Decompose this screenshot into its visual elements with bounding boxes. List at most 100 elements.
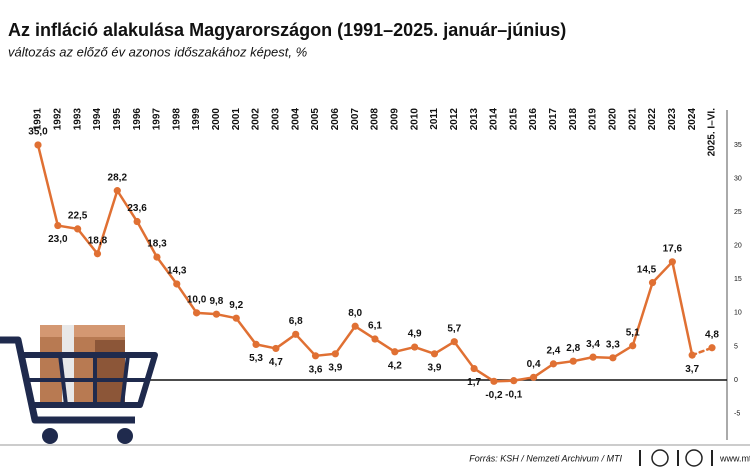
x-tick-label: 1993 xyxy=(72,108,83,131)
value-label: 0,4 xyxy=(527,359,541,370)
line-segment xyxy=(116,189,139,223)
value-label: 3,9 xyxy=(428,362,442,373)
website: www.mti.hu xyxy=(719,453,750,463)
line-segment xyxy=(36,143,60,227)
chart-title: Az infláció alakulása Magyarországon (19… xyxy=(8,20,566,40)
point xyxy=(648,279,657,287)
value-label: 3,6 xyxy=(309,364,323,375)
x-tick-label: 2009 xyxy=(389,108,400,131)
line-segment xyxy=(532,362,555,379)
line-segment xyxy=(353,325,377,341)
x-tick-label: 2024 xyxy=(687,108,698,131)
x-tick-label: 1996 xyxy=(132,108,143,131)
line-segment xyxy=(433,340,456,356)
point xyxy=(470,364,478,373)
line-segment xyxy=(175,282,198,315)
value-label: 14,5 xyxy=(637,264,657,275)
line-segment xyxy=(76,227,99,255)
y-tick-label: 35 xyxy=(734,142,742,149)
point xyxy=(609,354,617,362)
x-tick-label: 2005 xyxy=(310,108,321,131)
y-tick-label: 20 xyxy=(734,243,742,250)
value-label: 22,5 xyxy=(68,211,88,222)
value-label: 3,7 xyxy=(685,364,699,375)
point xyxy=(113,187,121,195)
x-tick-label: 2022 xyxy=(647,108,658,131)
value-label: 17,6 xyxy=(663,243,683,254)
x-tick-label: 2008 xyxy=(370,108,381,131)
value-label: 3,4 xyxy=(586,339,600,350)
value-label: 35,0 xyxy=(28,127,48,138)
point xyxy=(510,377,518,385)
point xyxy=(272,344,280,353)
y-tick-label: 15 xyxy=(734,276,742,283)
source: Forrás: KSH / Nemzeti Archivum / MTI xyxy=(469,453,622,463)
y-tick-label: 0 xyxy=(734,377,738,384)
value-label: 28,2 xyxy=(108,172,128,183)
point xyxy=(331,350,339,358)
line-segment xyxy=(472,367,496,383)
y-tick-label: -5 xyxy=(734,410,740,417)
point xyxy=(629,342,637,350)
value-label: 10,0 xyxy=(187,294,207,305)
x-tick-label: 2001 xyxy=(231,108,242,131)
point xyxy=(569,357,577,365)
value-label: 18,3 xyxy=(147,239,167,250)
point xyxy=(232,314,240,322)
point xyxy=(589,353,597,361)
value-label: 2,8 xyxy=(566,343,580,354)
line-segment xyxy=(651,260,674,284)
value-label: 5,3 xyxy=(249,353,263,364)
value-label: 8,0 xyxy=(348,308,362,319)
point xyxy=(292,330,300,338)
line-segment xyxy=(234,316,258,346)
point xyxy=(391,348,399,356)
line-segment xyxy=(631,281,654,347)
value-label: 14,3 xyxy=(167,266,187,277)
value-label: 3,3 xyxy=(606,339,620,350)
point xyxy=(490,377,498,385)
x-tick-label: 2003 xyxy=(271,108,282,131)
point xyxy=(688,351,696,359)
point xyxy=(93,250,102,258)
x-tick-label: 1992 xyxy=(52,108,63,131)
point xyxy=(430,350,439,358)
y-tick-label: 25 xyxy=(734,209,742,216)
value-label: 23,6 xyxy=(127,203,147,214)
x-tick-label: 2014 xyxy=(489,108,500,131)
value-label: 9,8 xyxy=(209,296,223,307)
point xyxy=(311,352,320,360)
y-tick-label: 5 xyxy=(734,343,738,350)
x-tick-label: 2015 xyxy=(508,108,519,131)
line-segment xyxy=(611,344,634,360)
point xyxy=(34,141,42,149)
x-tick-label: 2018 xyxy=(568,108,579,131)
point xyxy=(212,310,221,318)
x-tick-label: 2011 xyxy=(429,108,440,130)
value-label: 6,1 xyxy=(368,321,382,332)
point xyxy=(529,373,538,381)
point xyxy=(411,343,419,351)
x-tick-label: 1997 xyxy=(152,108,163,131)
value-label: 1,7 xyxy=(467,377,481,388)
point xyxy=(133,217,141,226)
value-label: 4,8 xyxy=(705,329,719,340)
x-tick-label: 2012 xyxy=(449,108,460,131)
x-tick-label: 2013 xyxy=(469,108,480,131)
point xyxy=(668,258,676,266)
x-tick-label: 1995 xyxy=(112,108,123,131)
x-tick-label: 2019 xyxy=(588,108,599,131)
y-tick-label: 10 xyxy=(734,310,742,317)
value-label: 4,7 xyxy=(269,357,283,368)
value-label: 4,9 xyxy=(408,329,422,340)
value-label: -0,2 xyxy=(485,390,503,401)
x-tick-label: 2010 xyxy=(409,108,420,131)
x-tick-label: 2016 xyxy=(528,108,539,131)
line-segment xyxy=(671,260,694,357)
x-tick-label: 1998 xyxy=(171,108,182,131)
point xyxy=(371,335,379,343)
line-segment xyxy=(274,333,297,350)
value-label: 2,4 xyxy=(546,346,560,357)
point xyxy=(450,338,458,346)
